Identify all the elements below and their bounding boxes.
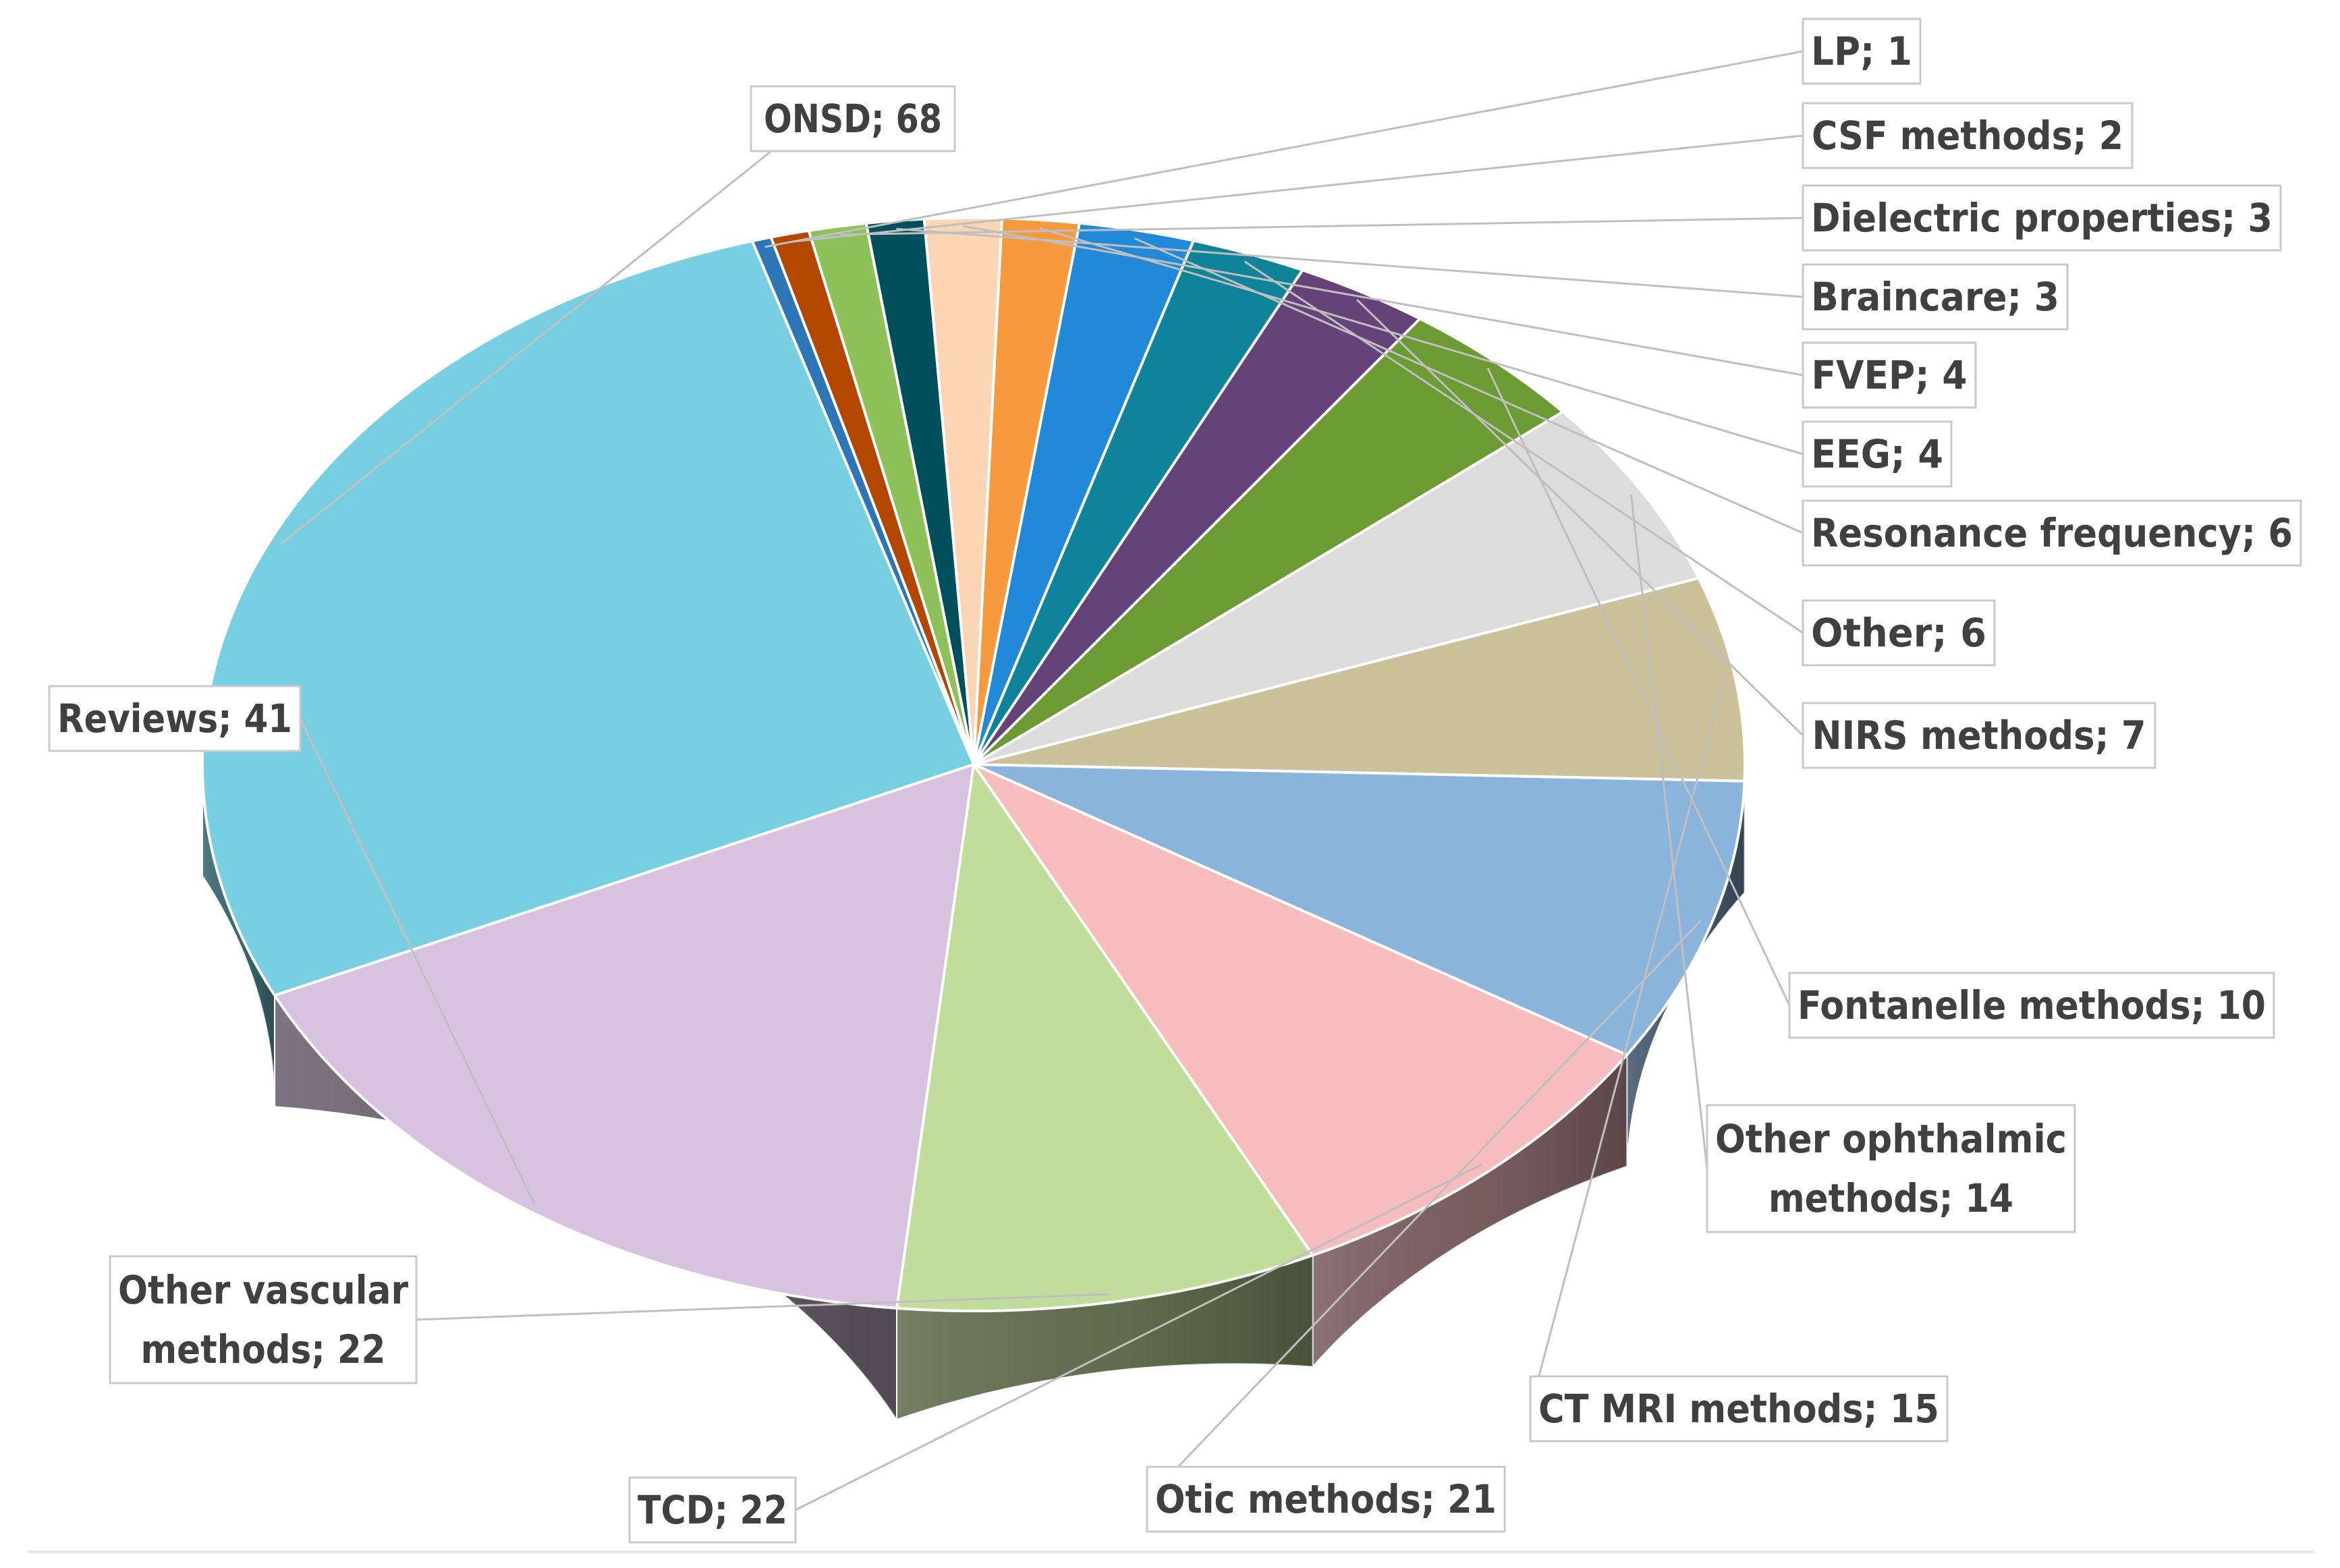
- data-label-resonance-frequency: Resonance frequency; 6: [1802, 499, 2302, 567]
- leader-nirs-methods: [1356, 299, 1804, 737]
- data-label-other: Other; 6: [1802, 599, 1996, 667]
- data-label-box-other-vascular-methods: [109, 1255, 418, 1384]
- data-label-text-fontanelle-methods: Fontanelle methods; 10: [1798, 982, 2266, 1028]
- data-label-box-tcd: [628, 1476, 797, 1544]
- slice-tcd[interactable]: [972, 763, 1629, 1257]
- data-label-dielectric-properties: Dielectric properties; 3: [1802, 184, 2282, 252]
- slice-onsd[interactable]: [201, 240, 975, 997]
- leader-onsd: [279, 150, 772, 545]
- data-label-onsd: ONSD; 68: [750, 85, 956, 152]
- data-label-box-ct-mri-methods: [1529, 1375, 1949, 1443]
- leader-ct-mri-methods: [1529, 679, 1725, 1409]
- leader-reviews: [299, 718, 535, 1204]
- data-label-tcd: TCD; 22: [628, 1476, 797, 1544]
- data-label-csf-methods: CSF methods; 2: [1802, 102, 2134, 169]
- data-label-text-reviews: Reviews; 41: [57, 696, 292, 741]
- leader-other-vascular-methods: [416, 1293, 1109, 1321]
- leader-other-ophthalmic-methods: [1629, 495, 1708, 1169]
- leader-lp: [764, 50, 1804, 248]
- leader-resonance-frequency: [1134, 237, 1804, 534]
- leader-other: [1244, 260, 1804, 634]
- data-label-box-reviews: [48, 685, 302, 752]
- data-label-box-lp: [1802, 18, 1922, 85]
- data-labels: ONSD; 68 LP; 1 CSF methods; 2 Dielectric pr…: [48, 18, 2302, 1544]
- leader-tcd: [795, 1163, 1482, 1511]
- data-label-text-eeg: EEG; 4: [1811, 431, 1943, 477]
- slice-reviews[interactable]: [273, 763, 975, 1310]
- data-label-box-other: [1802, 599, 1996, 667]
- leader-csf-methods: [792, 134, 1804, 243]
- data-label-ct-mri-methods: CT MRI methods; 15: [1529, 1375, 1949, 1443]
- slice-ct-mri-methods[interactable]: [972, 576, 1746, 783]
- data-label-otic-methods: Otic methods; 21: [1146, 1465, 1506, 1533]
- data-label-text-dielectric-properties: Dielectric properties; 3: [1811, 195, 2273, 241]
- data-label-box-csf-methods: [1802, 102, 2134, 169]
- data-label-fontanelle-methods: Fontanelle methods; 10: [1788, 972, 2275, 1039]
- slice-side-shade-tcd-3: [1312, 1055, 1627, 1367]
- data-label-fvep: FVEP; 4: [1802, 341, 1977, 409]
- slice-other-vascular-methods[interactable]: [895, 763, 1314, 1312]
- data-label-text-nirs-methods: NIRS methods; 7: [1812, 712, 2146, 758]
- data-label-text-lp: LP; 1: [1811, 28, 1912, 74]
- data-label-box-other-ophthalmic-methods: [1706, 1104, 2076, 1233]
- data-label-box-fontanelle-methods: [1788, 972, 2275, 1039]
- data-label-box-fvep: [1802, 341, 1977, 409]
- data-label-text-other: Other; 6: [1811, 610, 1986, 656]
- data-label-text-braincare: Braincare; 3: [1811, 274, 2059, 320]
- data-label-box-braincare: [1802, 263, 2069, 331]
- data-label-text-onsd: ONSD; 68: [764, 96, 942, 142]
- data-label-text-other-vascular-methods-line-1: Other vascular: [118, 1267, 408, 1313]
- data-label-braincare: Braincare; 3: [1802, 263, 2069, 331]
- leader-lines: [279, 50, 1804, 1511]
- leader-otic-methods: [1146, 920, 1702, 1501]
- data-label-reviews: Reviews; 41: [48, 685, 302, 752]
- data-label-text-fvep: FVEP; 4: [1812, 352, 1968, 398]
- data-label-text-ct-mri-methods: CT MRI methods; 15: [1538, 1386, 1939, 1432]
- data-label-box-nirs-methods: [1802, 702, 2156, 769]
- data-label-box-onsd: [750, 85, 956, 152]
- data-label-text-resonance-frequency: Resonance frequency; 6: [1811, 510, 2293, 556]
- leader-eeg: [1039, 227, 1804, 455]
- data-label-text-other-ophthalmic-methods-line-2: methods; 14: [1768, 1175, 2013, 1221]
- data-label-box-eeg: [1802, 420, 1953, 488]
- data-label-eeg: EEG; 4: [1802, 420, 1953, 488]
- data-label-box-otic-methods: [1146, 1465, 1506, 1533]
- data-label-text-csf-methods: CSF methods; 2: [1812, 113, 2123, 159]
- data-label-text-other-ophthalmic-methods-line-1: Other ophthalmic: [1715, 1116, 2067, 1162]
- pie-slices: [201, 217, 1746, 1312]
- data-label-text-otic-methods: Otic methods; 21: [1155, 1476, 1497, 1522]
- slice-otic-methods[interactable]: [972, 763, 1746, 1057]
- data-label-other-vascular-methods: Other vascular methods; 22: [109, 1255, 418, 1384]
- data-label-box-resonance-frequency: [1802, 499, 2302, 567]
- leader-fvep: [963, 225, 1804, 376]
- data-label-text-other-vascular-methods-line-2: methods; 22: [141, 1326, 386, 1372]
- slice-other-ophthalmic-methods[interactable]: [972, 410, 1700, 766]
- data-label-other-ophthalmic-methods: Other ophthalmic methods; 14: [1706, 1104, 2076, 1233]
- leader-fontanelle-methods: [1486, 367, 1791, 1006]
- data-label-text-tcd: TCD; 22: [638, 1487, 787, 1533]
- data-label-lp: LP; 1: [1802, 18, 1922, 85]
- data-label-box-dielectric-properties: [1802, 184, 2282, 252]
- data-label-nirs-methods: NIRS methods; 7: [1802, 702, 2156, 769]
